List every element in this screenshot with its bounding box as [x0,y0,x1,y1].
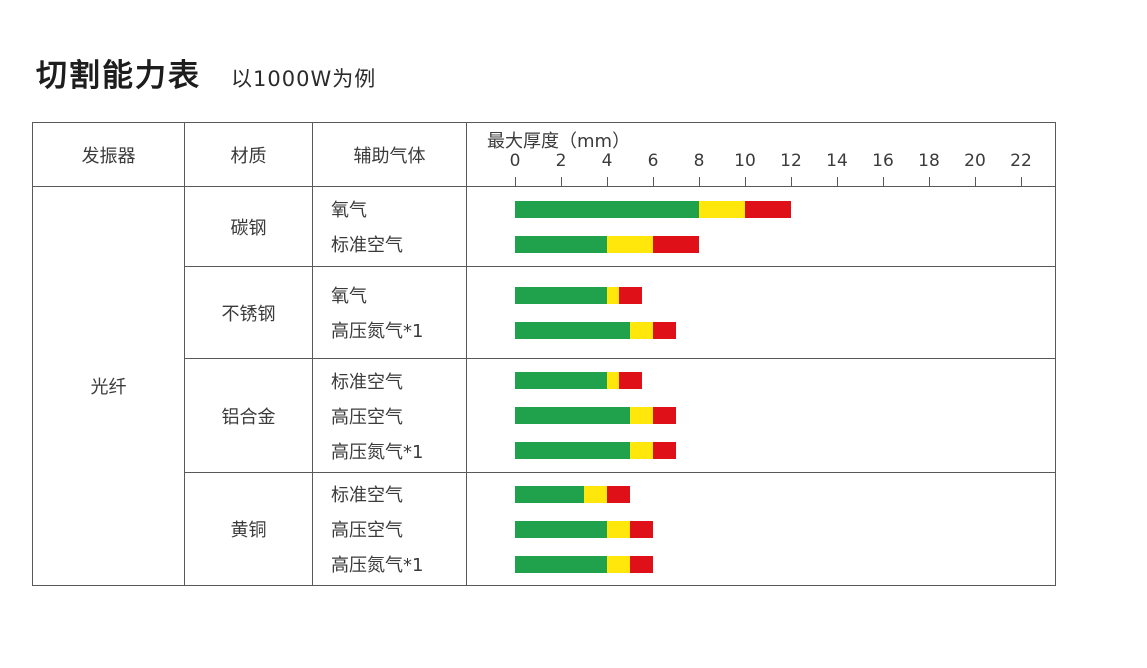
axis-tick-mark [975,177,976,186]
bar-cell-aluminum-alloy [467,359,1055,473]
bar-segment-red [653,407,676,424]
capability-bar [515,372,642,389]
gas-label: 氧气 [331,200,367,221]
material-cell-brass: 黄铜 [185,473,313,585]
capability-bar [515,520,653,538]
bar-segment-yellow [630,442,653,459]
axis-tick-mark [837,177,838,186]
bar-segment-green [515,555,607,573]
gas-label: 标准空气 [331,485,403,506]
material-cell-aluminum-alloy: 铝合金 [185,359,313,473]
bar-segment-green [515,200,699,218]
gas-cell-carbon-steel: 氧气 标准空气 [313,187,467,267]
axis-tick-label: 2 [555,151,567,171]
gas-label: 标准空气 [331,235,403,256]
bar-segment-red [653,235,699,253]
bar-cell-brass [467,473,1055,585]
bar-segment-red [630,520,653,538]
bar-segment-green [515,520,607,538]
bar-segment-green [515,407,630,424]
axis-tick-label: 16 [872,151,894,171]
axis-tick-label: 20 [964,151,986,171]
axis-tick-label: 8 [693,151,705,171]
gas-cell-stainless-steel: 氧气 高压氮气*1 [313,267,467,359]
capability-bar [515,286,642,304]
bar-segment-yellow [630,407,653,424]
axis-tick-label: 6 [647,151,659,171]
bar-cell-carbon-steel [467,187,1055,267]
axis-tick-mark [883,177,884,186]
capability-bar [515,485,630,503]
bar-cell-stainless-steel [467,267,1055,359]
axis-tick-label: 0 [509,151,521,171]
capability-bar [515,235,699,253]
gas-label: 高压氮气*1 [331,555,424,576]
bar-segment-red [653,321,676,339]
bar-segment-green [515,442,630,459]
axis-tick-label: 22 [1010,151,1032,171]
gas-label: 高压氮气*1 [331,321,424,342]
material-cell-carbon-steel: 碳钢 [185,187,313,267]
bar-segment-green [515,372,607,389]
gas-label: 氧气 [331,286,367,307]
gas-label: 高压空气 [331,520,403,541]
gas-label: 高压氮气*1 [331,441,424,463]
bar-segment-red [653,442,676,459]
header-material: 材质 [185,123,313,187]
bar-segment-red [618,286,642,304]
capability-bar [515,442,676,459]
bar-segment-yellow [607,372,619,389]
axis-tick-label: 12 [780,151,802,171]
bar-segment-yellow [584,485,607,503]
capability-bar [515,555,653,573]
bar-segment-yellow [699,200,745,218]
gas-label: 标准空气 [331,371,403,393]
bar-segment-yellow [630,321,653,339]
axis-tick-mark [561,177,562,186]
axis-tick-mark [791,177,792,186]
axis-tick-label: 10 [734,151,756,171]
oscillator-cell: 光纤 [33,187,185,585]
page-subtitle: 以1000W为例 [231,67,377,91]
bar-segment-yellow [607,520,630,538]
bar-segment-green [515,286,607,304]
axis-tick-label: 14 [826,151,848,171]
gas-cell-aluminum-alloy: 标准空气 高压空气 高压氮气*1 [313,359,467,473]
axis-tick-label: 4 [601,151,613,171]
capability-bar [515,200,791,218]
header-oscillator: 发振器 [33,123,185,187]
bar-segment-green [515,485,584,503]
axis-tick-mark [607,177,608,186]
axis-tick-mark [699,177,700,186]
page-title: 切割能力表 [36,58,201,94]
bar-segment-red [618,372,642,389]
capability-bar [515,407,676,424]
bar-segment-green [515,321,630,339]
axis-title: 最大厚度（mm） [487,131,631,152]
capability-bar [515,321,676,339]
title-row: 切割能力表 以1000W为例 [36,50,376,95]
axis-tick-mark [653,177,654,186]
bar-segment-red [630,555,653,573]
bar-segment-red [607,485,630,503]
bar-segment-yellow [607,235,653,253]
bar-segment-yellow [607,555,630,573]
cutting-capability-table: 发振器 材质 辅助气体 最大厚度（mm） 0 2 4 6 8 10 12 14 16 18 20 22… [32,122,1056,586]
axis-tick-mark [745,177,746,186]
gas-label: 高压空气 [331,406,403,428]
bar-segment-red [745,200,791,218]
header-gas: 辅助气体 [313,123,467,187]
axis-tick-mark [515,177,516,186]
axis-tick-mark [1021,177,1022,186]
axis-tick-label: 18 [918,151,940,171]
gas-cell-brass: 标准空气 高压空气 高压氮气*1 [313,473,467,585]
material-cell-stainless-steel: 不锈钢 [185,267,313,359]
bar-segment-green [515,235,607,253]
axis-scale: 0 2 4 6 8 10 12 14 16 18 20 22 [467,123,1055,186]
axis-tick-mark [929,177,930,186]
bar-segment-yellow [607,286,619,304]
header-axis: 最大厚度（mm） 0 2 4 6 8 10 12 14 16 18 20 22 [467,123,1055,187]
